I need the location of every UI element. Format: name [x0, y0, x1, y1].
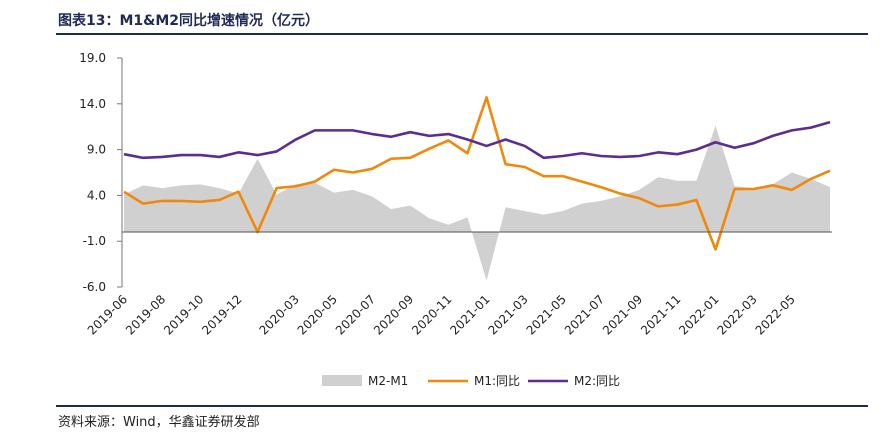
legend: M2-M1 M1:同比 M2:同比: [322, 374, 620, 388]
chart-title: 图表13：M1&M2同比增速情况（亿元）: [58, 13, 320, 29]
legend-swatch-m2m1: [322, 375, 362, 386]
y-tick-label: 19.0: [79, 51, 106, 65]
x-tick-label: 2021-11: [638, 292, 683, 337]
bottom-rule: [56, 405, 868, 407]
axes: [117, 57, 832, 288]
legend-label-m1: M1:同比: [474, 374, 520, 388]
y-tick-label: -1.0: [83, 234, 106, 248]
x-tick-label: 2019-06: [85, 292, 130, 337]
x-tick-label: 2020-07: [333, 292, 378, 337]
x-tick-label: 2019-10: [161, 292, 206, 337]
x-tick-label: 2020-11: [409, 292, 454, 337]
y-tick-label: 4.0: [87, 188, 106, 202]
legend-label-m2m1: M2-M1: [368, 374, 408, 388]
x-tick-label: 2021-09: [600, 292, 645, 337]
x-tick-label: 2021-01: [447, 292, 492, 337]
legend-label-m2: M2:同比: [574, 374, 620, 388]
x-tick-label: 2019-08: [123, 292, 168, 337]
x-tick-label: 2022-01: [676, 292, 721, 337]
x-tick-label: 2021-05: [524, 292, 569, 337]
x-tick-label: 2021-03: [485, 292, 530, 337]
x-tick-label: 2021-07: [562, 292, 607, 337]
top-rule: [56, 33, 868, 35]
y-tick-labels: 19.0 14.0 9.0 4.0 -1.0 -6.0: [79, 51, 106, 294]
y-tick-label: 14.0: [79, 97, 106, 111]
lines-layer: [123, 96, 831, 251]
m2m1-area-layer: [124, 125, 830, 281]
x-tick-label: 2020-05: [295, 292, 340, 337]
series-m1-line: [123, 96, 831, 251]
series-m2m1-area: [124, 125, 830, 281]
series-m2-line: [123, 120, 831, 160]
x-tick-label: 2022-05: [753, 292, 798, 337]
x-tick-label: 2020-03: [256, 292, 301, 337]
y-tick-label: -6.0: [83, 280, 106, 294]
x-tick-label: 2022-03: [714, 292, 759, 337]
x-tick-label: 2020-09: [371, 292, 416, 337]
source-note: 资料来源：Wind，华鑫证券研发部: [58, 415, 260, 430]
x-tick-label: 2019-12: [199, 292, 244, 337]
y-tick-label: 9.0: [87, 143, 106, 157]
